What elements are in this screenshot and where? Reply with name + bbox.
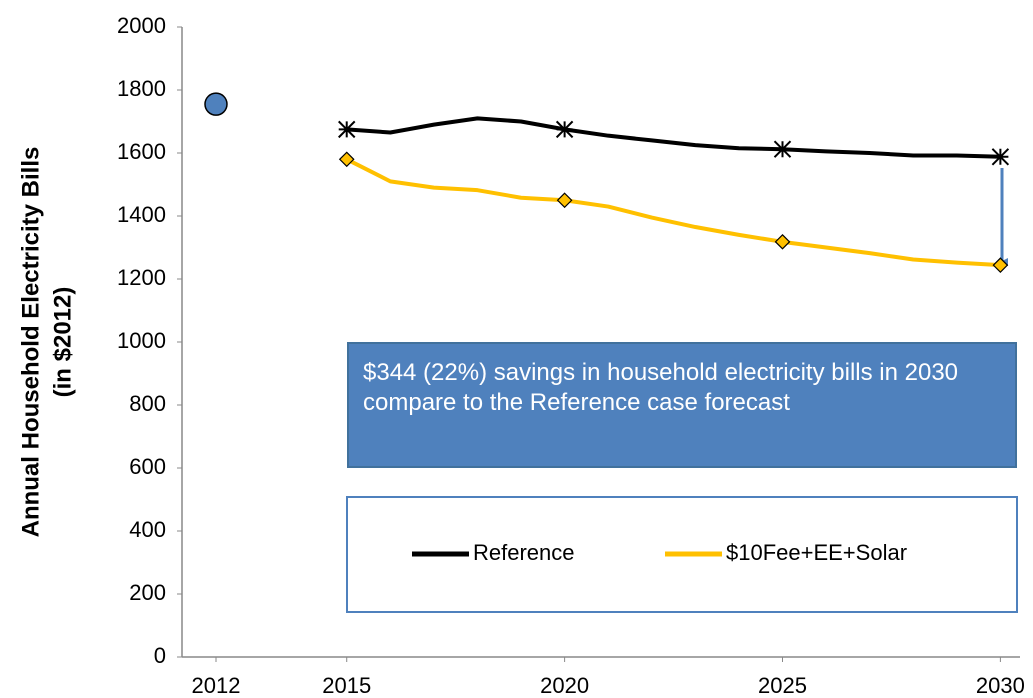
y-tick-label: 600 bbox=[129, 454, 166, 479]
x-tick-label: 2015 bbox=[322, 673, 371, 698]
y-tick-label: 1400 bbox=[117, 202, 166, 227]
y-tick-label: 1000 bbox=[117, 328, 166, 353]
legend-label: Reference bbox=[473, 540, 575, 565]
marker bbox=[773, 140, 792, 158]
y-tick-label: 1800 bbox=[117, 76, 166, 101]
marker bbox=[992, 257, 1009, 273]
marker bbox=[555, 120, 574, 139]
x-tick-label: 2012 bbox=[192, 673, 241, 698]
marker bbox=[774, 233, 791, 250]
x-tick-label: 2020 bbox=[540, 673, 589, 698]
y-tick-label: 200 bbox=[129, 580, 166, 605]
x-tick-label: 2030 bbox=[976, 673, 1025, 698]
marker bbox=[991, 148, 1010, 166]
y-axis-title: Annual Household Electricity Bills bbox=[17, 147, 44, 538]
series-line bbox=[346, 116, 1001, 159]
marker bbox=[556, 192, 573, 209]
marker bbox=[338, 120, 356, 139]
y-tick-label: 0 bbox=[154, 643, 166, 668]
annotation: $344 (22%) savings in household electric… bbox=[347, 342, 1017, 468]
y-axis-title: (in $2012) bbox=[49, 287, 76, 398]
y-tick-label: 400 bbox=[129, 517, 166, 542]
marker bbox=[338, 151, 355, 168]
legend-label: $10Fee+EE+Solar bbox=[726, 540, 907, 565]
y-tick-label: 1200 bbox=[117, 265, 166, 290]
y-tick-label: 2000 bbox=[117, 13, 166, 38]
x-tick-label: 2025 bbox=[758, 673, 807, 698]
series-line bbox=[345, 157, 1001, 268]
y-tick-label: 1600 bbox=[117, 139, 166, 164]
highlight-point bbox=[204, 92, 228, 116]
y-tick-label: 800 bbox=[129, 391, 166, 416]
